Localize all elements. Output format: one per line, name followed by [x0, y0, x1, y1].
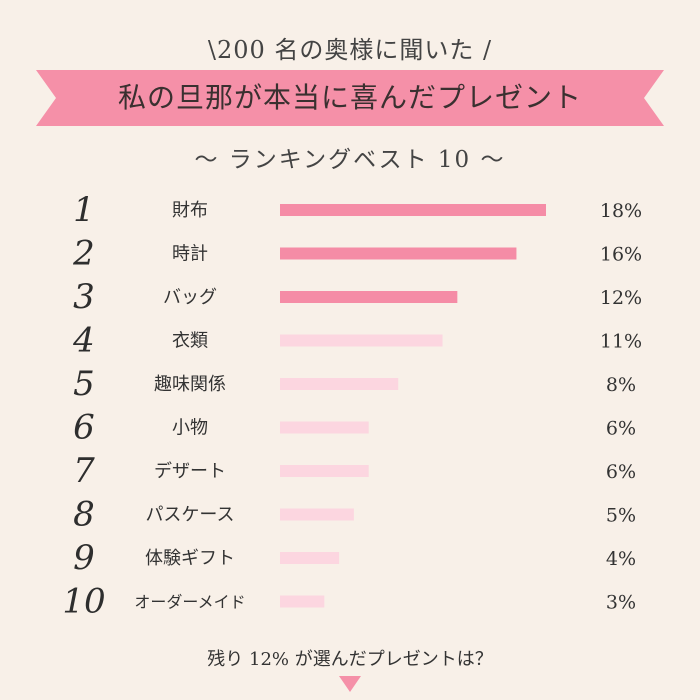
category-label: オーダーメイド: [134, 593, 245, 612]
bar: [280, 378, 399, 390]
category-label: 衣類: [172, 331, 208, 352]
value-label: 3%: [606, 592, 636, 614]
category-label: 体験ギフト: [145, 548, 235, 569]
ribbon-shape: [36, 70, 664, 126]
rank-number: 8: [73, 495, 95, 535]
bar: [280, 465, 369, 477]
rank-number: 1: [73, 190, 95, 230]
value-label: 16%: [600, 244, 642, 266]
value-label: 18%: [600, 200, 642, 222]
bar: [280, 552, 340, 564]
bar: [280, 204, 546, 216]
value-label: 11%: [600, 331, 642, 353]
down-arrow-icon: [339, 676, 361, 692]
page-title: 私の旦那が本当に喜んだプレゼント: [117, 81, 582, 114]
value-label: 8%: [606, 374, 636, 396]
rank-number: 2: [72, 234, 95, 274]
rank-number: 9: [73, 538, 95, 578]
bar: [280, 334, 443, 347]
value-label: 5%: [606, 505, 636, 527]
category-label: 時計: [172, 244, 208, 265]
bar: [280, 291, 458, 303]
chart-subtitle: ～ ランキングベスト 10 ～: [194, 147, 506, 173]
footer-question: 残り 12% が選んだプレゼントは？: [207, 649, 493, 670]
category-label: パスケース: [145, 505, 234, 526]
rank-number: 3: [73, 277, 95, 317]
bar: [280, 247, 517, 260]
bar: [280, 595, 325, 608]
rank-number: 5: [73, 364, 95, 404]
category-label: 財布: [172, 200, 208, 221]
bar: [280, 508, 354, 521]
rank-number: 10: [62, 582, 105, 622]
value-label: 4%: [606, 548, 636, 570]
value-label: 6%: [606, 461, 636, 483]
rank-number: 4: [72, 321, 95, 361]
value-label: 12%: [600, 287, 642, 309]
ranking-chart: 1 財布 18% 2 時計 16% 3 バッグ 12% 4 衣類 11% 5 趣味関係 8% 6 小物 6% 7 デザ…: [62, 190, 642, 622]
rank-number: 6: [73, 408, 95, 448]
category-label: 趣味関係: [154, 374, 226, 395]
title-ribbon: 私の旦那が本当に喜んだプレゼント: [36, 70, 664, 126]
category-label: 小物: [172, 418, 208, 439]
rank-number: 7: [73, 451, 95, 491]
bar: [280, 421, 369, 434]
category-label: デザート: [154, 461, 226, 482]
intro-text: \200 名の奥様に聞いた /: [207, 36, 493, 64]
value-label: 6%: [606, 418, 636, 440]
category-label: バッグ: [163, 287, 217, 308]
